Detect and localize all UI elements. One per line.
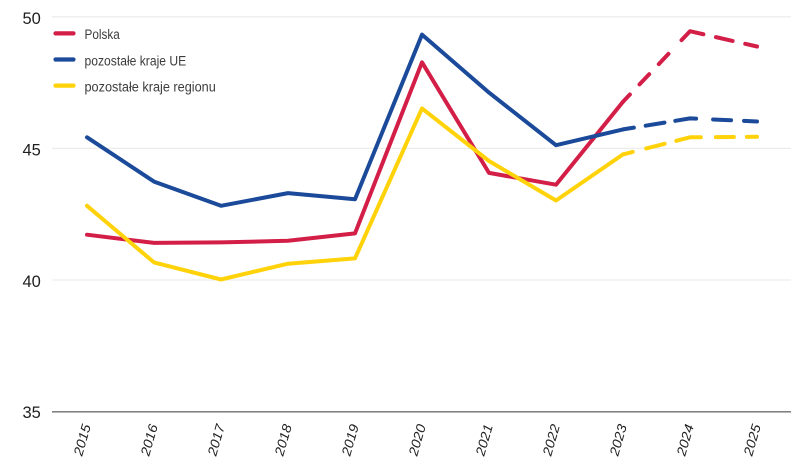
svg-text:2022: 2022: [539, 422, 563, 459]
svg-text:2015: 2015: [70, 422, 94, 459]
svg-text:2018: 2018: [271, 422, 295, 459]
svg-text:50: 50: [22, 10, 40, 28]
svg-text:2021: 2021: [472, 423, 496, 459]
svg-text:2024: 2024: [673, 423, 697, 459]
svg-text:2016: 2016: [137, 422, 161, 459]
svg-text:Polska: Polska: [85, 27, 120, 43]
svg-text:2017: 2017: [204, 422, 228, 459]
svg-text:2025: 2025: [740, 422, 764, 459]
svg-text:2019: 2019: [338, 422, 362, 459]
svg-text:pozostałe kraje UE: pozostałe kraje UE: [85, 53, 187, 69]
svg-text:2020: 2020: [405, 422, 429, 459]
svg-text:2023: 2023: [606, 422, 630, 459]
svg-text:35: 35: [22, 404, 40, 422]
svg-text:40: 40: [22, 273, 40, 291]
svg-text:45: 45: [22, 141, 40, 159]
svg-text:pozostałe kraje regionu: pozostałe kraje regionu: [85, 79, 216, 95]
